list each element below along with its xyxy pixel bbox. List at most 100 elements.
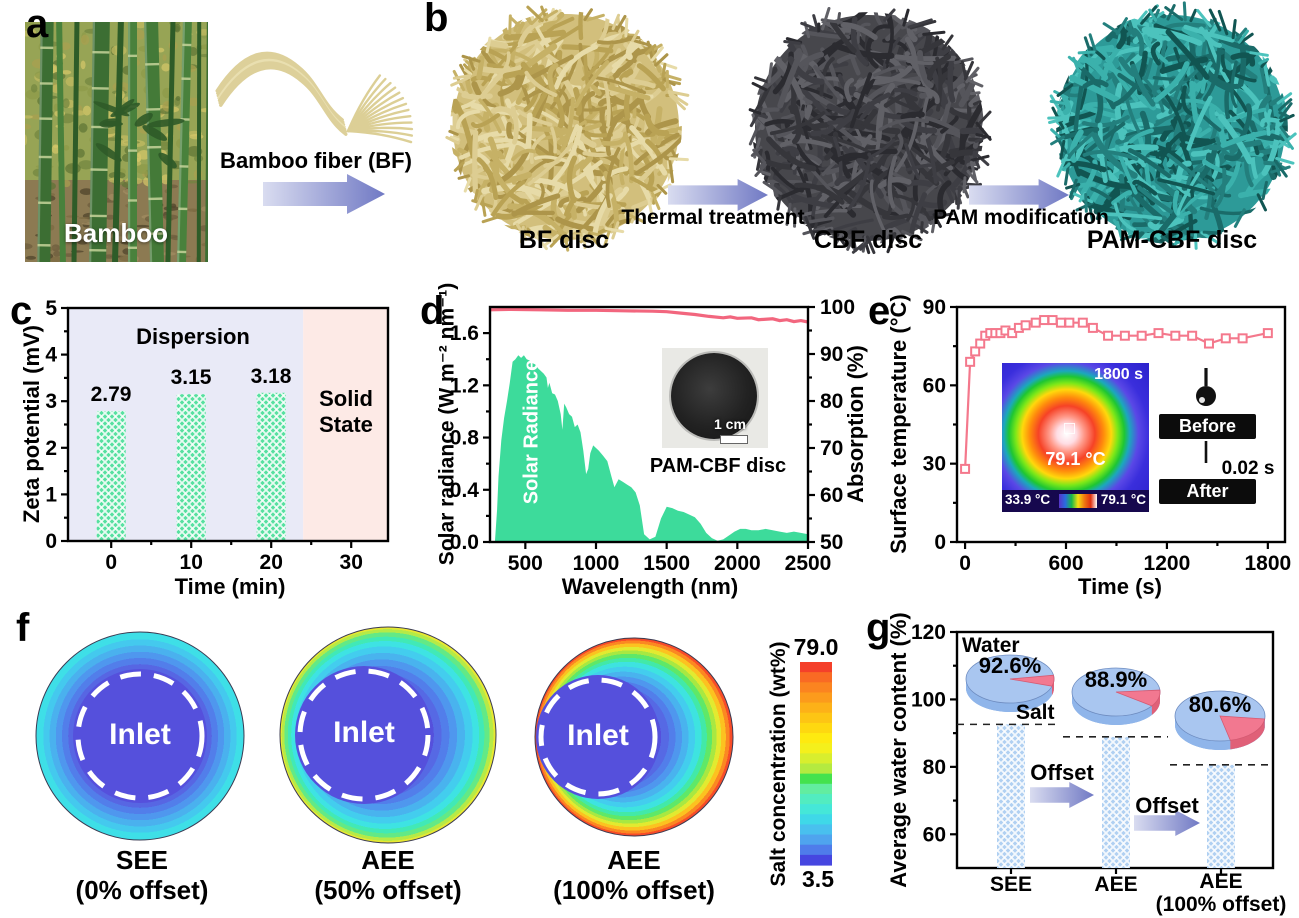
f-subtitle-aee100: (100% offset) <box>553 875 715 905</box>
g-category-aee100-line1: AEE <box>1199 870 1243 893</box>
scalebar <box>720 435 748 444</box>
svg-text:50: 50 <box>820 531 843 554</box>
aee100-contour-disc <box>534 637 734 837</box>
data-marker <box>960 463 971 474</box>
bf-disc <box>445 5 690 252</box>
bf-disc-label: BF disc <box>518 226 610 254</box>
zeta-bar <box>176 394 206 541</box>
data-marker <box>1039 315 1050 326</box>
water-droplet-icon <box>1196 386 1216 406</box>
thermal-scale-min: 33.9 °C <box>1005 492 1051 507</box>
data-marker <box>1237 333 1248 344</box>
e-x-axis-title: Time (s) <box>1078 574 1162 599</box>
svg-text:80: 80 <box>923 756 946 779</box>
svg-text:0: 0 <box>105 551 117 574</box>
thermal-scale-max: 79.1 °C <box>1100 492 1146 507</box>
pam-cbf-disc-photo <box>671 353 757 439</box>
data-marker <box>970 346 981 357</box>
data-marker <box>1047 315 1058 326</box>
d-y-axis-title-right: Absorption (%) <box>843 345 868 503</box>
data-marker <box>1153 328 1164 339</box>
panel-letter-b: b <box>424 0 449 40</box>
svg-text:90: 90 <box>820 343 843 366</box>
salt-colorbar <box>800 662 832 866</box>
offset-arrow-2 <box>1134 810 1200 836</box>
svg-text:10: 10 <box>180 551 203 574</box>
salt-slice <box>1009 674 1055 687</box>
data-marker <box>1262 328 1273 339</box>
d-inset-caption: PAM-CBF disc <box>649 455 787 477</box>
aee50-contour-disc <box>279 626 497 844</box>
svg-text:60: 60 <box>820 484 843 507</box>
water-content-bar <box>1207 764 1235 868</box>
contact-time-label: 0.02 s <box>1221 458 1275 479</box>
svg-text:100: 100 <box>820 296 855 319</box>
pie-label-aee: 88.9% <box>1084 667 1148 692</box>
c-bar-value-0: 2.79 <box>90 383 132 406</box>
d-y-axis-title-left: Solar radiance (W m⁻² nm⁻¹) <box>435 282 459 566</box>
data-marker <box>1187 330 1198 341</box>
svg-text:60: 60 <box>923 374 946 397</box>
data-marker <box>1087 322 1098 333</box>
inlet-label-aee100: Inlet <box>567 719 629 752</box>
pie-label-aee100: 80.6% <box>1188 692 1252 717</box>
svg-text:70: 70 <box>820 437 843 460</box>
svg-text:1.2: 1.2 <box>450 374 479 397</box>
colorbar-min-label: 3.5 <box>802 866 834 892</box>
cbf-disc <box>748 6 992 255</box>
inlet-label-see: Inlet <box>109 718 171 751</box>
arrow-right-icon <box>969 179 1069 211</box>
data-marker <box>1170 330 1181 341</box>
inlet-dashed-circle <box>538 677 658 797</box>
svg-text:90: 90 <box>923 296 946 319</box>
data-marker <box>1103 330 1114 341</box>
pie-see <box>965 654 1055 712</box>
zeta-bar <box>96 410 126 541</box>
svg-text:600: 600 <box>1048 552 1083 575</box>
bamboo-fiber-label: Bamboo fiber (BF) <box>220 148 412 173</box>
c-bar-value-1: 3.15 <box>170 366 212 389</box>
g-y-axis-title: Average water content (%) <box>886 612 911 888</box>
thermal-scale-bar: 33.9 °C 79.1 °C <box>1002 490 1149 512</box>
colorbar-title: Salt concentration (wt%) <box>767 641 790 887</box>
svg-text:120: 120 <box>911 621 946 644</box>
cbf-disc-label: CBF disc <box>813 226 923 254</box>
arrow-right-icon <box>263 174 385 214</box>
pie-aee <box>1071 667 1161 725</box>
f-title-aee50: AEE <box>361 845 415 875</box>
thermal-image: 1800 s 79.1 °C <box>1002 363 1149 490</box>
solid-state-label-line1: Solid <box>319 386 373 411</box>
svg-text:30: 30 <box>923 453 946 476</box>
svg-text:1: 1 <box>45 483 57 506</box>
g-category-aee: AEE <box>1094 873 1138 896</box>
thermal-gradient-strip <box>1059 494 1097 508</box>
pie-aee100 <box>1174 690 1266 750</box>
offset-arrow-label-2: Offset <box>1135 793 1199 818</box>
svg-text:500: 500 <box>508 552 543 575</box>
data-marker <box>1136 330 1147 341</box>
svg-text:0.0: 0.0 <box>450 531 479 554</box>
panel-letter-g: g <box>866 606 891 650</box>
panel-g-plot: 60 80 100 120 <box>911 621 1275 874</box>
pam-modification-label: PAM modification <box>933 206 1109 229</box>
salt-slice <box>1115 689 1161 707</box>
f-title-aee100: AEE <box>607 845 661 875</box>
svg-text:20: 20 <box>260 551 283 574</box>
thermal-treatment-label: Thermal treatment <box>621 206 805 229</box>
contact-angle-after: After <box>1159 479 1256 504</box>
svg-text:0: 0 <box>45 530 57 553</box>
pam-cbf-photo-inset: 1 cm <box>662 348 768 448</box>
thermal-center-temp: 79.1 °C <box>1045 449 1106 469</box>
svg-text:1200: 1200 <box>1144 552 1191 575</box>
inlet-dashed-circle <box>75 671 205 801</box>
data-marker <box>1064 317 1075 328</box>
data-marker <box>1020 320 1031 331</box>
svg-text:80: 80 <box>820 390 843 413</box>
contact-angle-inset <box>1196 368 1216 463</box>
inlet-dashed-circle <box>297 668 431 802</box>
solar-radiance-label: Solar Radiance <box>520 359 543 505</box>
solar-spectrum-area <box>494 355 808 542</box>
f-subtitle-aee50: (50% offset) <box>314 875 462 905</box>
data-marker <box>1220 333 1231 344</box>
